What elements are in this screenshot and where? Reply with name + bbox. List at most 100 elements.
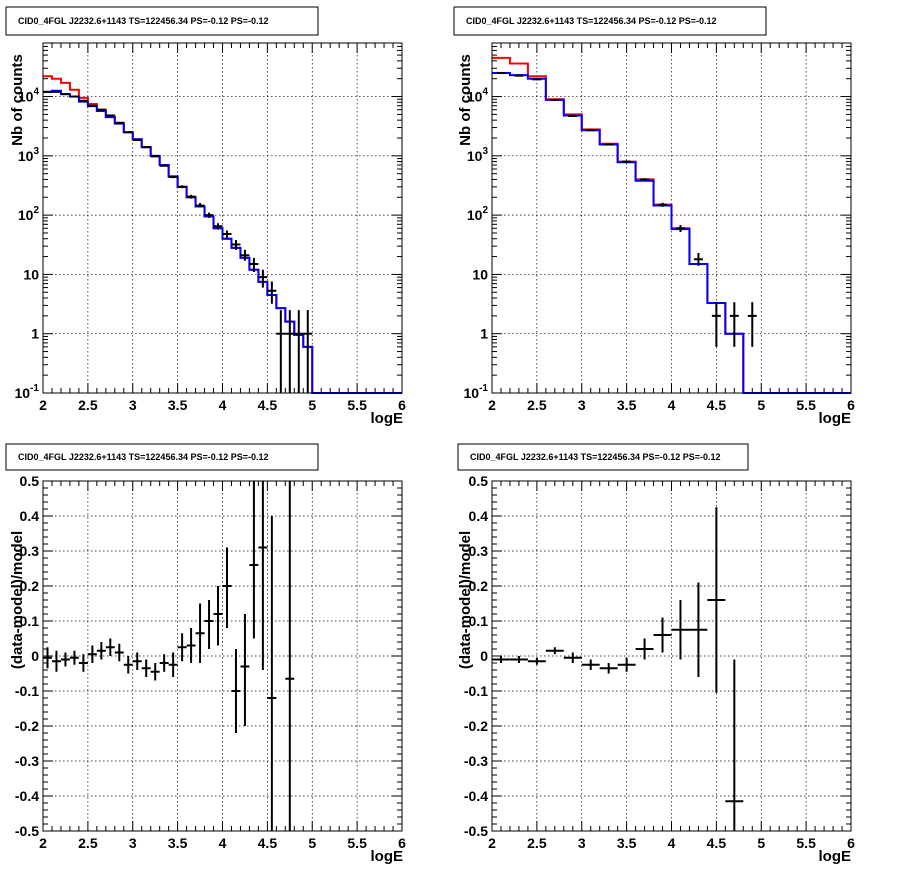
x-tick-label: 5: [757, 835, 765, 851]
x-tick-label: 3: [578, 835, 586, 851]
data-point: [195, 603, 205, 663]
x-tick-label: 2: [39, 397, 47, 413]
series-1-points: [43, 481, 295, 831]
x-tick-label: 2.5: [78, 835, 98, 851]
y-tick-label: -0.4: [15, 788, 39, 804]
data-point: [729, 302, 739, 347]
data-point: [60, 652, 70, 667]
y-tick-mantissa: 0.1: [469, 613, 489, 629]
y-tick-exponent: 3: [482, 146, 488, 157]
data-point: [159, 654, 169, 672]
x-axis-label: logE: [819, 848, 852, 865]
x-tick-label: 5: [308, 835, 316, 851]
y-tick-mantissa: 10: [18, 89, 34, 105]
data-point: [689, 582, 708, 677]
chart-title: CID0_4FGL J2232.6+1143 TS=122456.34 PS=-…: [18, 452, 269, 462]
data-point: [492, 656, 510, 663]
x-tick-label: 3: [129, 397, 137, 413]
data-point: [747, 302, 757, 347]
data-point: [69, 95, 79, 98]
y-tick-label: 0: [480, 648, 488, 664]
data-point: [725, 659, 744, 831]
y-tick-mantissa: 0: [31, 648, 39, 664]
y-tick-exponent: 4: [482, 87, 488, 98]
x-tick-label: 5.5: [796, 397, 816, 413]
x-tick-label: 2: [39, 835, 47, 851]
data-point: [240, 249, 250, 261]
data-point: [303, 310, 313, 393]
y-tick-label: 1: [31, 326, 39, 342]
y-tick-mantissa: 0.4: [20, 508, 40, 524]
x-tick-label: 3.5: [168, 835, 188, 851]
y-tick-label: 0.5: [469, 473, 489, 489]
y-tick-label: 104: [18, 87, 40, 105]
title-box: [5, 6, 319, 36]
y-tick-label: 10: [23, 266, 39, 282]
y-tick-label: 102: [18, 205, 40, 223]
data-point: [294, 310, 304, 393]
data-point: [640, 178, 650, 181]
y-tick-mantissa: -0.5: [15, 823, 39, 839]
chart-title: CID0_4FGL J2232.6+1143 TS=122456.34 PS=-…: [470, 452, 721, 462]
data-point: [617, 657, 636, 672]
data-point: [132, 652, 142, 670]
y-tick-label: 102: [467, 205, 489, 223]
chart-title: CID0_4FGL J2232.6+1143 TS=122456.34 PS=-…: [18, 16, 269, 26]
y-tick-label: 0.4: [469, 508, 489, 524]
data-point: [123, 656, 133, 674]
y-tick-label: 103: [467, 146, 489, 164]
y-tick-label: 0.4: [20, 508, 40, 524]
data-point: [141, 659, 151, 677]
y-tick-mantissa: -0.1: [15, 683, 39, 699]
plot-frame: [491, 42, 852, 394]
y-tick-label: 0.2: [20, 578, 40, 594]
data-point: [550, 98, 560, 101]
data-point: [509, 656, 528, 663]
y-tick-mantissa: 10: [467, 89, 483, 105]
data-point: [658, 202, 668, 207]
data-point: [114, 121, 124, 124]
data-point: [96, 642, 106, 660]
data-point: [545, 647, 564, 655]
chart-panel-1: CID0_4FGL J2232.6+1143 TS=122456.34 PS=-…: [5, 6, 406, 427]
y-tick-mantissa: 0: [480, 648, 488, 664]
data-point: [43, 647, 52, 669]
y-tick-label: -0.3: [464, 753, 488, 769]
x-tick-label: 6: [847, 835, 855, 851]
grid-lines: [43, 481, 402, 831]
x-tick-label: 4.5: [707, 397, 727, 413]
y-tick-label: 1: [480, 326, 488, 342]
data-point: [69, 650, 79, 665]
data-point: [563, 652, 582, 663]
data-point: [527, 657, 546, 665]
data-point: [168, 652, 178, 677]
y-tick-mantissa: 0.3: [20, 543, 40, 559]
y-axis-label: Nb of counts: [457, 54, 474, 146]
plot-frame: [42, 42, 403, 394]
x-tick-label: 3.5: [617, 397, 637, 413]
data-point: [105, 114, 115, 117]
x-tick-label: 3.5: [168, 397, 188, 413]
data-point: [267, 516, 277, 831]
data-point: [186, 628, 196, 663]
x-tick-label: 5.5: [347, 835, 367, 851]
chart-panel-2: CID0_4FGL J2232.6+1143 TS=122456.34 PS=-…: [453, 6, 855, 427]
y-tick-mantissa: -0.4: [464, 788, 488, 804]
y-tick-label: -0.2: [464, 718, 488, 734]
x-tick-label: 5.5: [347, 397, 367, 413]
x-tick-label: 4: [219, 397, 227, 413]
y-tick-label: 0.1: [20, 613, 40, 629]
y-tick-mantissa: 10: [464, 385, 480, 401]
x-axis-label: logE: [371, 410, 404, 427]
y-tick-label: -0.1: [464, 683, 488, 699]
data-point: [267, 281, 277, 304]
data-point: [276, 310, 286, 393]
y-tick-mantissa: 10: [15, 385, 31, 401]
data-point: [285, 310, 295, 393]
y-tick-mantissa: 10: [467, 207, 483, 223]
y-tick-mantissa: -0.2: [464, 718, 488, 734]
data-point: [186, 194, 196, 199]
y-tick-label: 0: [31, 648, 39, 664]
x-tick-label: 6: [398, 835, 406, 851]
